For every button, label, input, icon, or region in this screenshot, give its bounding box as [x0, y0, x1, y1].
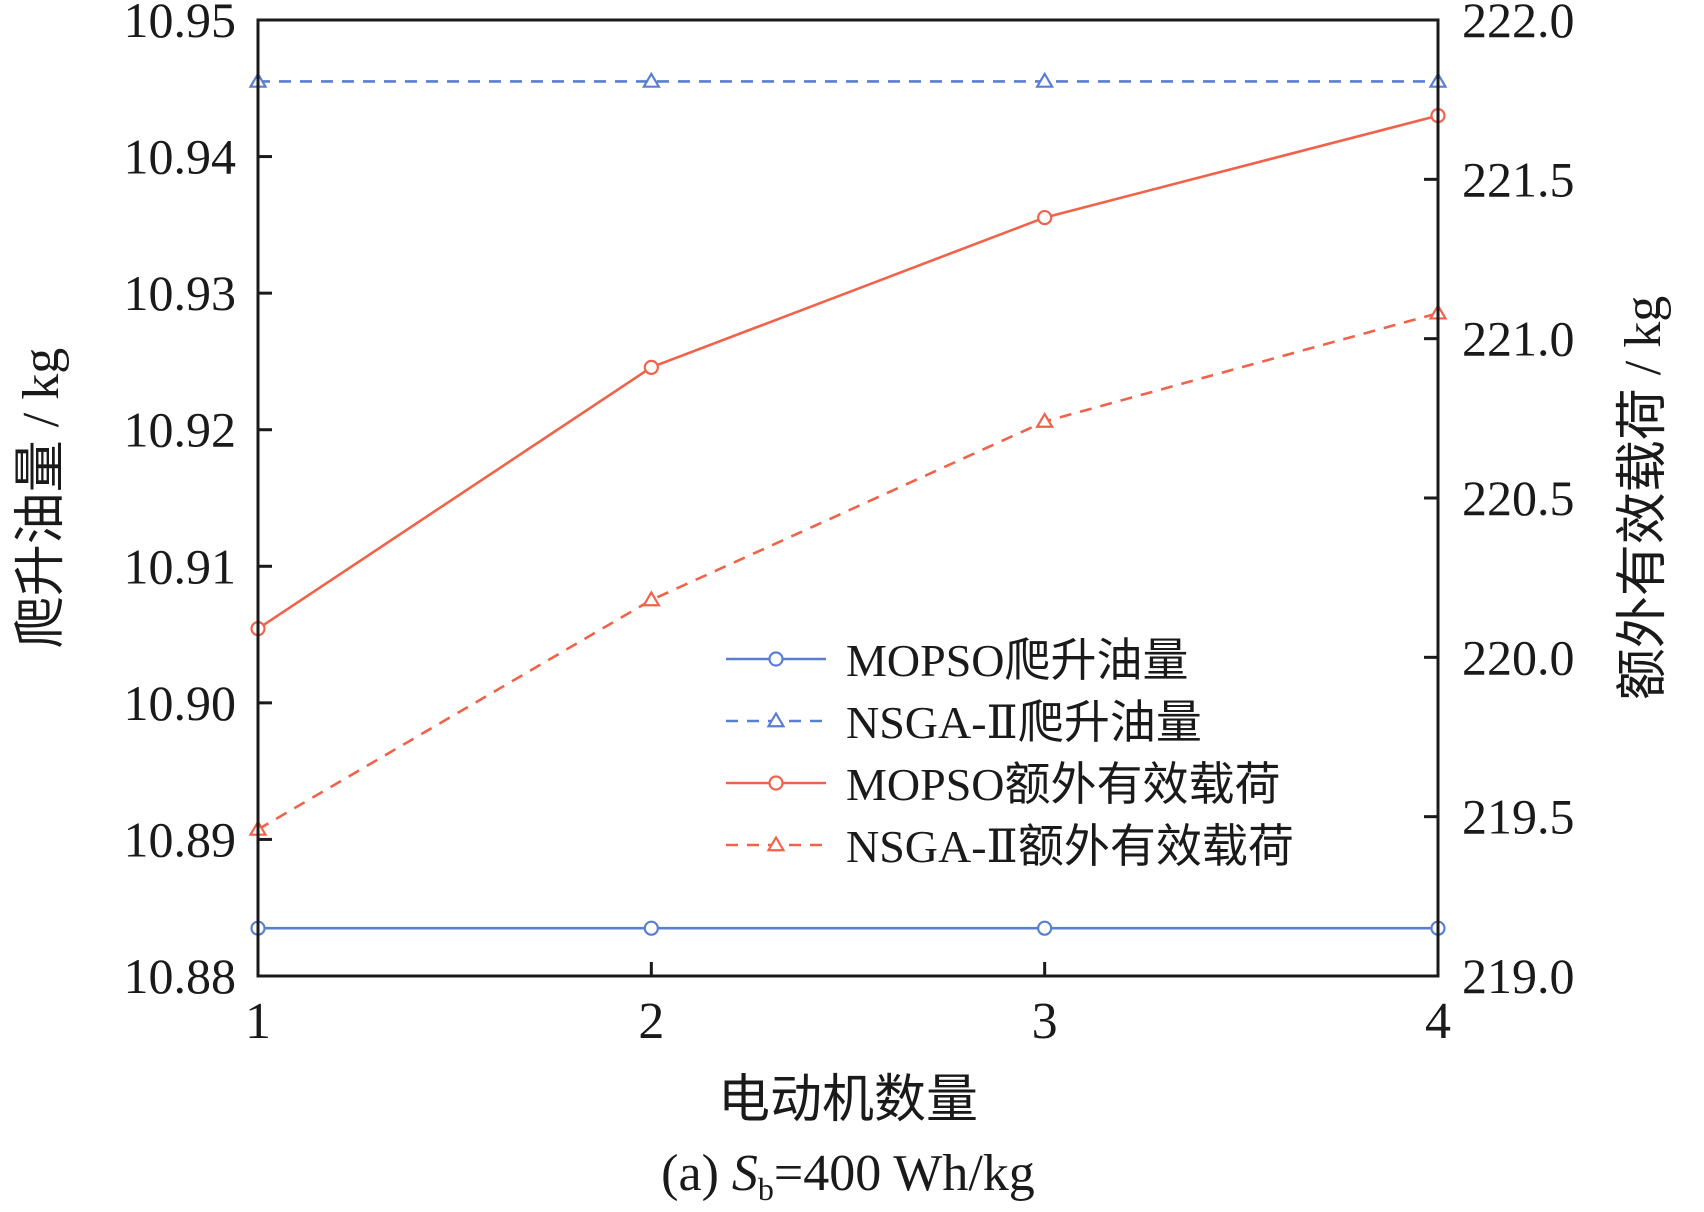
- y-tick-label-left: 10.93: [124, 265, 237, 321]
- caption-subscript: b: [758, 1171, 774, 1207]
- series-3-point: [1037, 209, 1053, 226]
- legend-label-mopso-extra-payload: MOPSO额外有效载荷: [846, 759, 1281, 810]
- caption-suffix: =400 Wh/kg: [774, 1145, 1035, 1202]
- y-axis-title-left: 爬升油量 / kg: [13, 348, 70, 648]
- x-tick-label: 2: [638, 993, 664, 1050]
- y-tick-label-right: 220.0: [1462, 629, 1575, 685]
- y-tick-label-left: 10.91: [124, 538, 237, 594]
- y-axis-title-right: 额外有效载荷 / kg: [1615, 296, 1672, 700]
- series-1-point: [643, 920, 659, 936]
- series-2-point: [641, 71, 661, 88]
- x-axis-title: 电动机数量: [718, 1072, 978, 1129]
- legend-sample-marker: [768, 775, 784, 791]
- y-tick-label-left: 10.90: [124, 675, 237, 731]
- legend-label-nsga-climb-fuel: NSGA-Ⅱ爬升油量: [846, 697, 1202, 748]
- caption-symbol: S: [732, 1145, 758, 1202]
- series-3-point: [643, 359, 659, 375]
- y-tick-label-left: 10.94: [124, 129, 237, 185]
- figure-caption: (a) Sb=400 Wh/kg: [661, 1145, 1035, 1207]
- legend-sample-marker: [766, 711, 786, 728]
- legend-sample-marker: [768, 651, 784, 667]
- series-4-point: [1035, 411, 1055, 428]
- legend: MOPSO爬升油量 NSGA-Ⅱ爬升油量 MOPSO额外有效载荷 NSGA-Ⅱ额…: [726, 635, 1294, 872]
- axes-layer: 1 2 3 4 10.88 10.89 10.90 10.91 10.92 10.93 10.94 1…: [124, 0, 1575, 1050]
- y-tick-label-right: 221.5: [1462, 151, 1575, 207]
- legend-samples: [726, 651, 826, 852]
- x-tick-label: 1: [245, 993, 271, 1050]
- y-tick-label-right: 219.5: [1462, 789, 1575, 845]
- legend-label-mopso-climb-fuel: MOPSO爬升油量: [846, 635, 1189, 686]
- y-tick-label-right: 222.0: [1462, 0, 1575, 48]
- y-tick-label-left: 10.92: [124, 402, 237, 458]
- y-tick-label-right: 221.0: [1462, 311, 1575, 367]
- y-tick-label-right: 220.5: [1462, 470, 1575, 526]
- y-tick-label-right: 219.0: [1462, 948, 1575, 1004]
- x-tick-label: 3: [1032, 993, 1058, 1050]
- y-tick-label-left: 10.95: [124, 0, 237, 48]
- y-tick-label-left: 10.89: [124, 811, 237, 867]
- series-4-point: [641, 590, 661, 607]
- y-tick-label-left: 10.88: [124, 948, 237, 1004]
- legend-sample-marker: [766, 835, 786, 852]
- series-1-point: [1037, 920, 1053, 936]
- series-2-point: [1035, 71, 1055, 88]
- caption-prefix: (a): [661, 1145, 732, 1202]
- legend-label-nsga-extra-payload: NSGA-Ⅱ额外有效载荷: [846, 821, 1294, 872]
- series-line-4: [257, 311, 1439, 831]
- series-line-3: [257, 114, 1439, 630]
- x-tick-label: 4: [1425, 993, 1451, 1050]
